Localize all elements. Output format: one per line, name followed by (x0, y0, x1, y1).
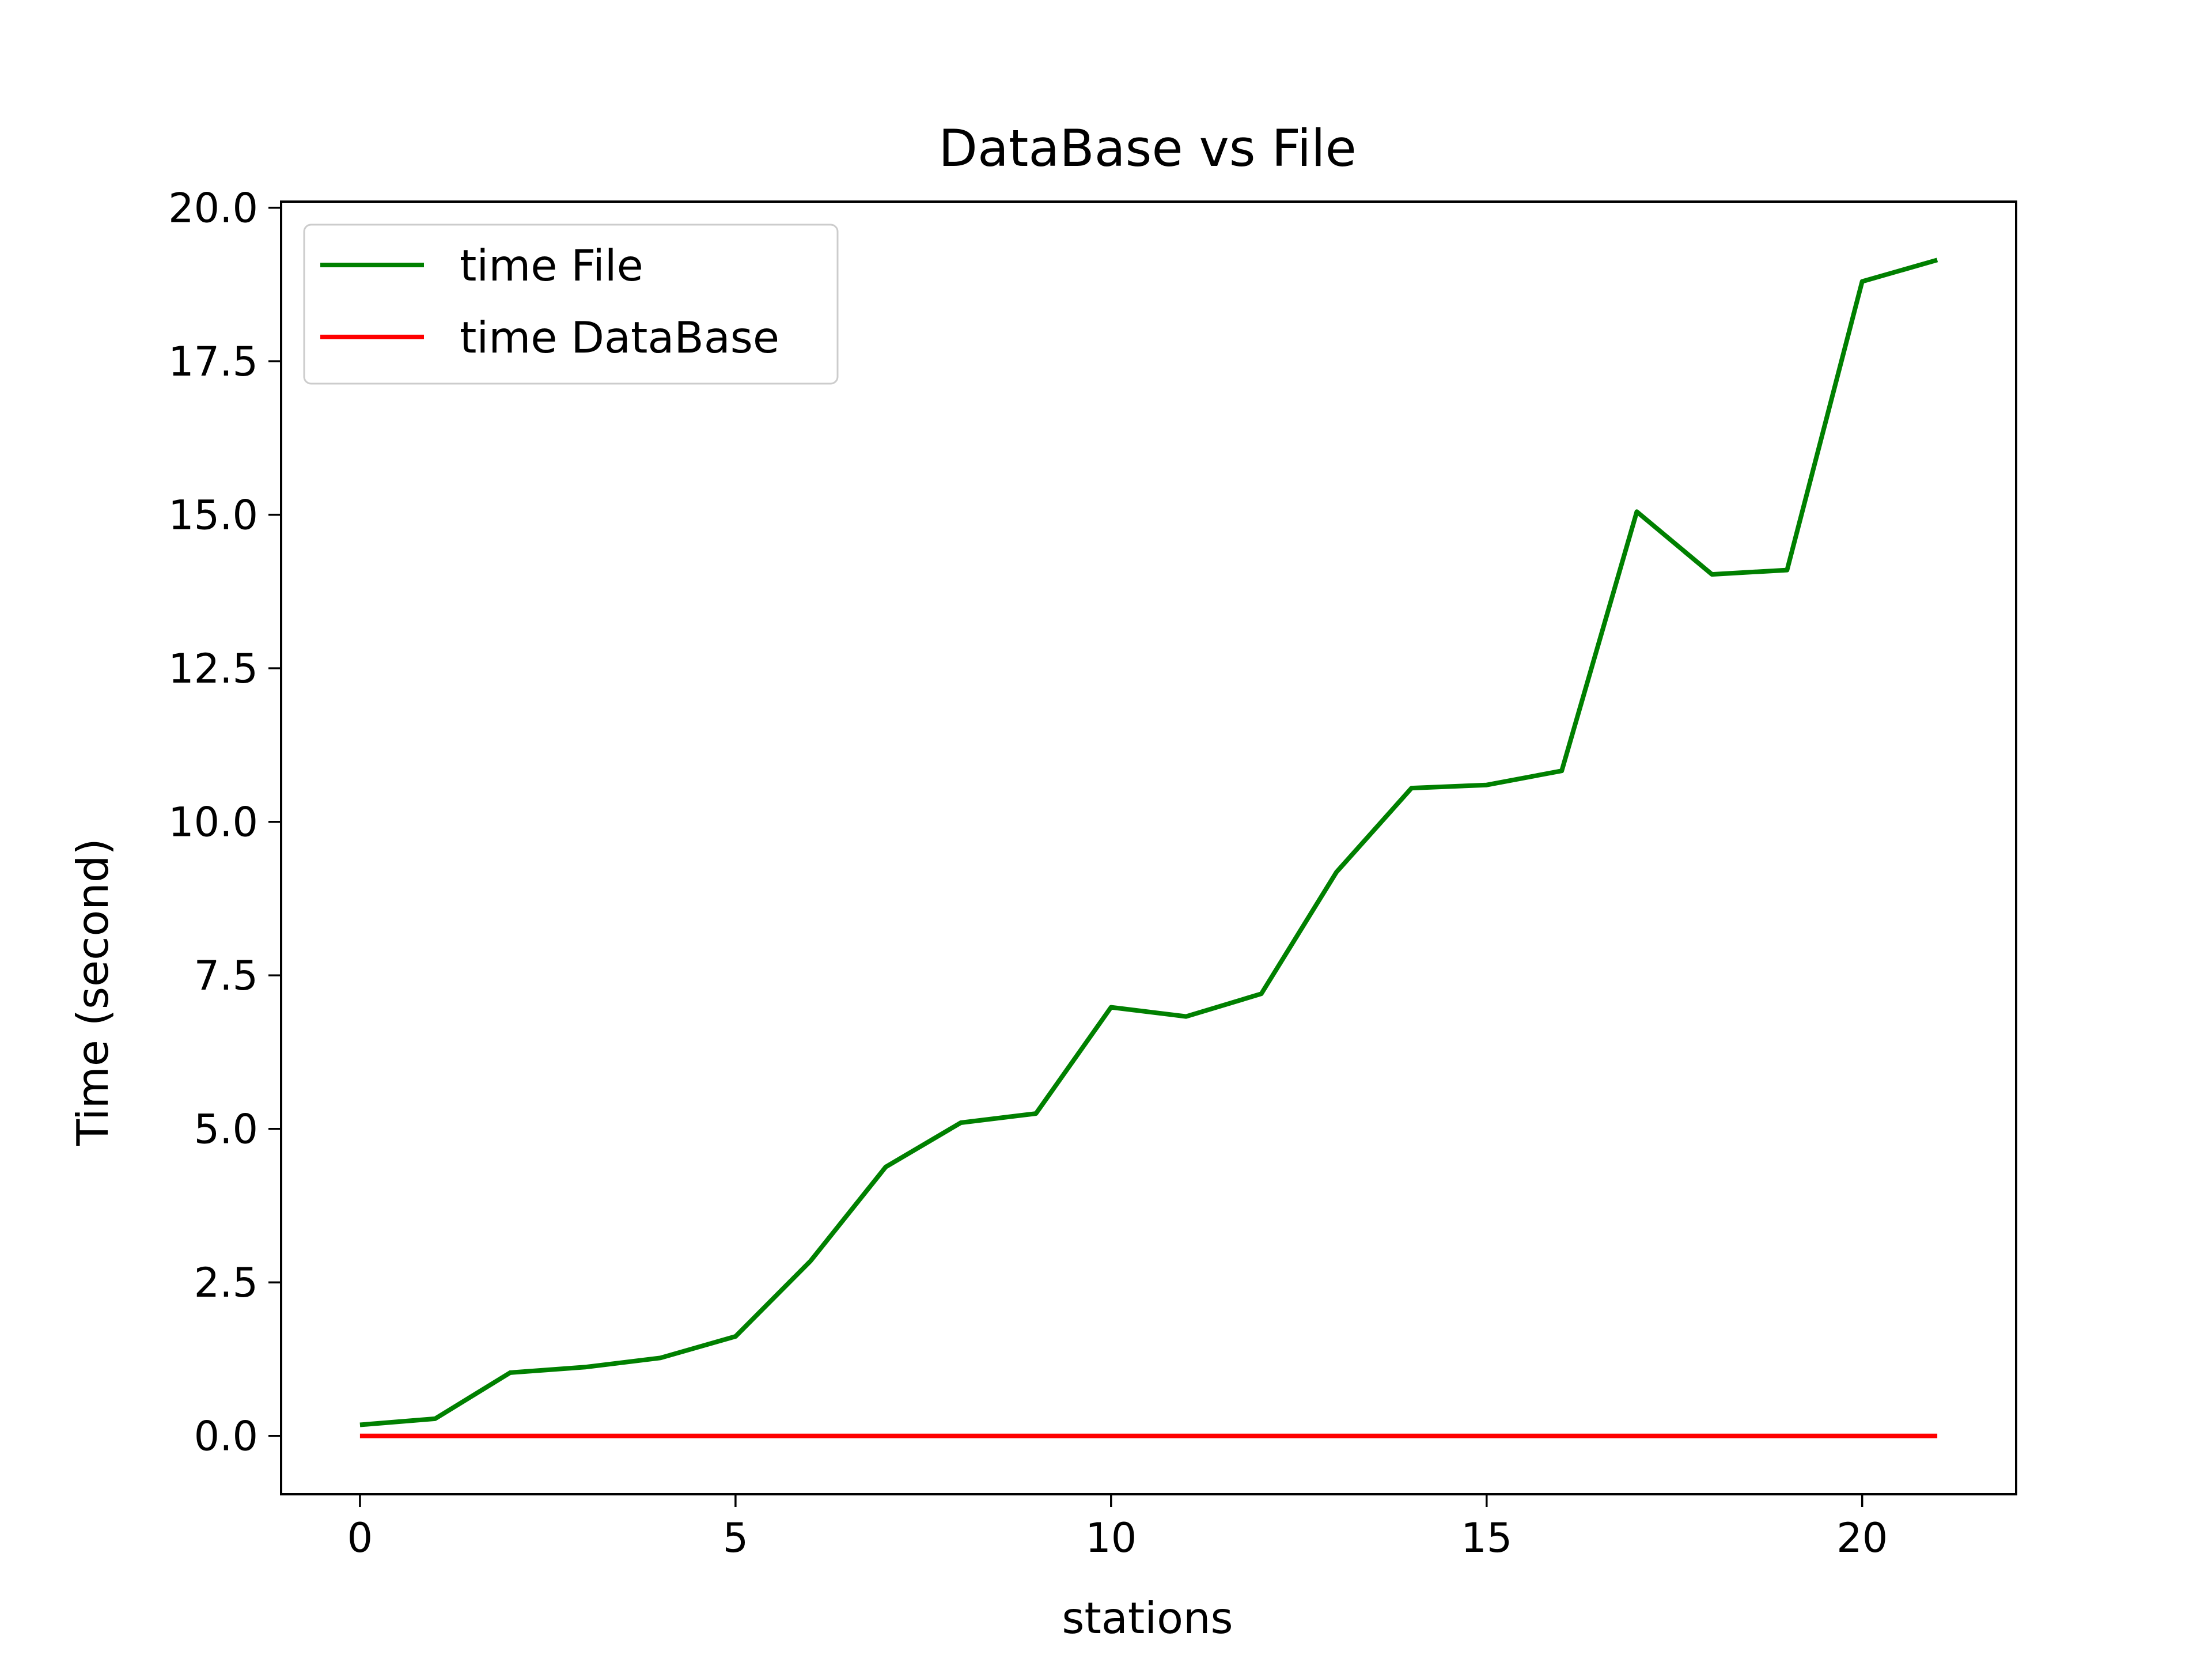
legend-entry-label: time DataBase (460, 312, 779, 363)
y-tick-label: 17.5 (168, 338, 258, 385)
y-tick-label: 0.0 (194, 1413, 258, 1460)
x-tick-label: 15 (1461, 1514, 1512, 1562)
y-axis: 0.0 2.5 5.0 7.5 10.0 12.5 15.0 17.5 20.0 (168, 185, 281, 1460)
chart-title: DataBase vs File (938, 119, 1357, 178)
y-tick-label: 7.5 (194, 952, 258, 999)
plot-area-frame (280, 200, 2017, 1495)
x-axis-label: stations (1062, 1593, 1233, 1643)
x-axis: 0 5 10 15 20 (347, 1494, 1888, 1562)
x-tick-label: 10 (1085, 1514, 1137, 1562)
y-tick-label: 10.0 (168, 799, 258, 846)
y-tick-label: 2.5 (194, 1259, 258, 1306)
series-line-1 (359, 257, 1938, 1427)
y-axis-label: Time (second) (67, 838, 118, 1146)
x-tick-label: 5 (723, 1514, 749, 1562)
legend-box (303, 224, 839, 385)
legend: time File time DataBase (303, 224, 839, 385)
x-tick-label: 20 (1836, 1514, 1888, 1562)
x-tick-label: 0 (347, 1514, 373, 1562)
y-tick-label: 15.0 (168, 492, 258, 539)
y-tick-label: 20.0 (168, 185, 258, 232)
series-layer (359, 257, 1938, 1438)
y-tick-label: 12.5 (168, 645, 258, 692)
legend-entry-label: time File (460, 240, 643, 291)
y-tick-label: 5.0 (194, 1106, 258, 1153)
